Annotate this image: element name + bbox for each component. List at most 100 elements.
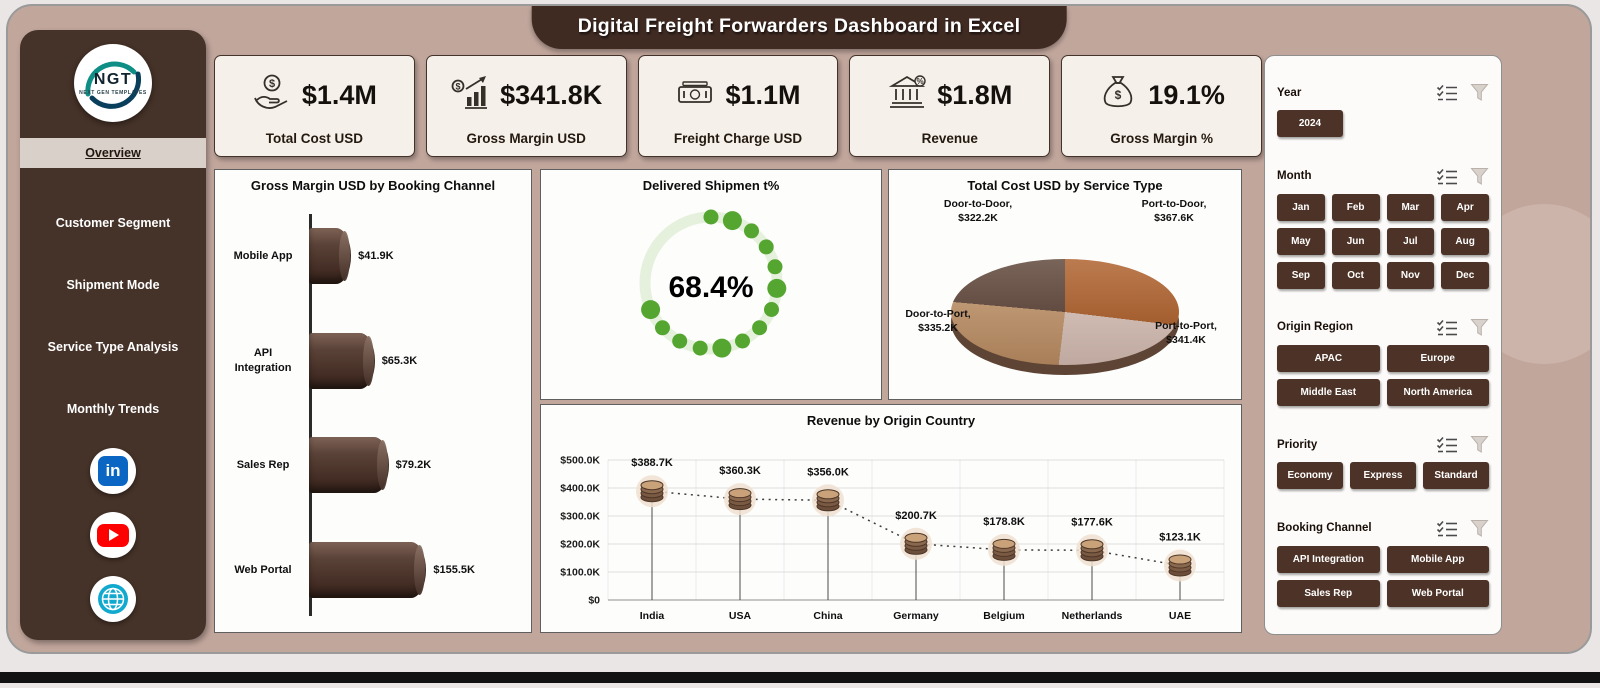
svg-text:Germany: Germany xyxy=(893,610,939,622)
coin-marker xyxy=(728,488,752,511)
sidebar-item-overview[interactable]: Overview xyxy=(20,138,206,168)
filter-option-sep[interactable]: Sep xyxy=(1277,261,1325,289)
filter-label: Priority xyxy=(1277,438,1318,451)
filter-option-may[interactable]: May xyxy=(1277,227,1325,255)
coin-marker xyxy=(640,480,664,503)
youtube-icon[interactable] xyxy=(90,512,136,558)
clear-filter-icon[interactable] xyxy=(1470,83,1489,102)
website-globe-icon[interactable] xyxy=(90,576,136,622)
bar-value-label: $155.5K xyxy=(433,563,475,576)
filter-option-2024[interactable]: 2024 xyxy=(1277,110,1343,138)
filter-option-express[interactable]: Express xyxy=(1350,462,1416,490)
line-plot: $0 $100.0K $200.0K $300.0K $400.0K $500.0K $38… xyxy=(560,455,1225,622)
svg-text:$100.0K: $100.0K xyxy=(560,567,600,579)
kpi-value: $1.8M xyxy=(937,80,1013,110)
filter-option-nov[interactable]: Nov xyxy=(1386,261,1435,289)
coin-marker xyxy=(1080,539,1104,562)
filter-option-middle-east[interactable]: Middle East xyxy=(1277,378,1380,406)
svg-text:$200.7K: $200.7K xyxy=(895,510,937,522)
svg-text:Netherlands: Netherlands xyxy=(1062,610,1123,622)
clear-filter-icon[interactable] xyxy=(1470,435,1489,454)
svg-text:$178.8K: $178.8K xyxy=(983,516,1025,528)
svg-text:$360.3K: $360.3K xyxy=(719,465,761,477)
filter-option-jul[interactable]: Jul xyxy=(1386,227,1435,255)
filter-label: Booking Channel xyxy=(1277,522,1372,535)
growth-bars-icon: $ xyxy=(450,73,490,118)
bar-category-label: Web Portal xyxy=(234,563,292,576)
bar-value-label: $41.9K xyxy=(358,250,394,263)
sidebar-item-monthly-trends[interactable]: Monthly Trends xyxy=(66,402,160,416)
multi-select-icon[interactable] xyxy=(1436,436,1458,453)
multi-select-icon[interactable] xyxy=(1436,520,1458,537)
filter-option-europe[interactable]: Europe xyxy=(1386,344,1489,372)
bar-chart-title: Gross Margin USD by Booking Channel xyxy=(250,178,496,193)
clear-filter-icon[interactable] xyxy=(1470,167,1489,186)
bottom-bar xyxy=(0,672,1600,683)
filter-option-mobile-app[interactable]: Mobile App xyxy=(1386,545,1489,573)
youtube-badge xyxy=(97,523,129,547)
multi-select-icon[interactable] xyxy=(1436,84,1458,101)
sidebar-item-service-type-analysis[interactable]: Service Type Analysis xyxy=(47,340,179,354)
bar xyxy=(309,332,375,389)
filter-option-mar[interactable]: Mar xyxy=(1386,193,1435,221)
filter-section-priority: Priority Economy Express Standard xyxy=(1265,429,1501,495)
pie-label-door-to-door: Door-to-Door, $322.2K xyxy=(943,198,1013,224)
filter-option-oct[interactable]: Oct xyxy=(1331,261,1380,289)
linkedin-badge: in xyxy=(98,456,128,486)
line-chart-panel: Revenue by Origin Country $0 $100.0K $200.… xyxy=(540,404,1242,633)
bar-category-label: Sales Rep xyxy=(236,459,290,472)
filter-option-web-portal[interactable]: Web Portal xyxy=(1386,579,1489,607)
filter-option-sales-rep[interactable]: Sales Rep xyxy=(1277,579,1380,607)
multi-select-icon[interactable] xyxy=(1436,168,1458,185)
filter-section-booking-channel: Booking Channel API Integration Mobile App… xyxy=(1265,513,1501,613)
clear-filter-icon[interactable] xyxy=(1470,519,1489,538)
logo-subtext: NEXT GEN TEMPLATES xyxy=(79,89,147,96)
bar-value-label: $79.2K xyxy=(395,459,432,472)
banknotes-icon xyxy=(675,73,715,118)
filter-option-aug[interactable]: Aug xyxy=(1441,227,1489,255)
dashboard-surface: Digital Freight Forwarders Dashboard in … xyxy=(6,4,1592,654)
pie-chart-panel: Total Cost USD by Service Type Port-to-D… xyxy=(888,169,1242,400)
filter-option-jan[interactable]: Jan xyxy=(1277,193,1325,221)
pie-body: Port-to-Door, $367.6K Port-to-Port, $341.… xyxy=(889,196,1241,399)
sidebar-item-customer-segment[interactable]: Customer Segment xyxy=(55,216,171,230)
kpi-card-total-cost-usd: $ $1.4M Total Cost USD xyxy=(214,55,415,157)
svg-text:China: China xyxy=(813,610,842,622)
filter-label: Year xyxy=(1277,86,1302,99)
filter-option-apr[interactable]: Apr xyxy=(1441,193,1489,221)
kpi-label: Gross Margin USD xyxy=(466,131,586,146)
bar-category-label: Mobile App xyxy=(233,250,293,263)
kpi-label: Freight Charge USD xyxy=(673,131,803,146)
sidebar-item-shipment-mode[interactable]: Shipment Mode xyxy=(66,278,160,292)
filter-option-economy[interactable]: Economy xyxy=(1277,462,1343,490)
linkedin-icon[interactable]: in xyxy=(90,448,136,494)
bar-row-mobile-app: Mobile App $41.9K xyxy=(225,204,523,309)
kpi-card-gross-margin: $19.1% Gross Margin % xyxy=(1061,55,1262,157)
svg-text:UAE: UAE xyxy=(1169,610,1191,622)
svg-text:%: % xyxy=(917,77,924,86)
multi-select-icon[interactable] xyxy=(1436,319,1458,336)
svg-text:India: India xyxy=(640,610,665,622)
filter-option-jun[interactable]: Jun xyxy=(1331,227,1380,255)
bar-row-sales-rep: Sales Rep $79.2K xyxy=(225,413,523,518)
svg-text:Belgium: Belgium xyxy=(983,610,1024,622)
donut-chart-title: Delivered Shipmen t% xyxy=(642,178,780,193)
filter-option-apac[interactable]: APAC xyxy=(1277,344,1380,372)
bar xyxy=(309,228,352,285)
bar-plot: Mobile App $41.9K API Integration $65.3K Sal… xyxy=(225,204,523,622)
filter-option-api-integration[interactable]: API Integration xyxy=(1277,545,1380,573)
header-banner: Digital Freight Forwarders Dashboard in … xyxy=(531,6,1067,49)
kpi-card-gross-margin-usd: $ $341.8K Gross Margin USD xyxy=(425,55,627,157)
filter-option-feb[interactable]: Feb xyxy=(1331,193,1380,221)
filter-option-north-america[interactable]: North America xyxy=(1386,378,1489,406)
svg-text:$388.7K: $388.7K xyxy=(631,457,673,469)
bank-icon: % xyxy=(887,73,927,118)
filter-option-dec[interactable]: Dec xyxy=(1441,261,1489,289)
filter-option-standard[interactable]: Standard xyxy=(1423,462,1489,490)
bar xyxy=(309,437,389,494)
bar-category-label: API Integration xyxy=(234,347,292,374)
clear-filter-icon[interactable] xyxy=(1470,318,1489,337)
svg-text:$123.1K: $123.1K xyxy=(1159,532,1201,544)
svg-text:$: $ xyxy=(1115,88,1122,102)
globe-glyph xyxy=(98,584,128,614)
